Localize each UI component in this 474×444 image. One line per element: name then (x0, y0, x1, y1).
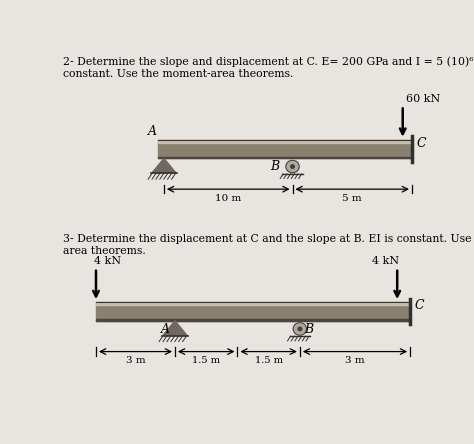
Text: 3 m: 3 m (345, 357, 365, 365)
Text: 2- Determine the slope and displacement at C. E= 200 GPa and I = 5 (10)⁶ mm⁴ is
: 2- Determine the slope and displacement … (63, 57, 474, 79)
Bar (158, 139, 412, 159)
Text: 10 m: 10 m (215, 194, 241, 203)
Text: B: B (304, 322, 313, 336)
Bar (158, 157, 412, 159)
Circle shape (291, 165, 294, 168)
Circle shape (286, 160, 299, 173)
Text: 1.5 m: 1.5 m (255, 357, 283, 365)
Text: 60 kN: 60 kN (406, 94, 441, 104)
Text: 4 kN: 4 kN (94, 256, 121, 266)
Text: A: A (147, 125, 156, 138)
Bar (96, 302, 410, 321)
Text: 3 m: 3 m (126, 357, 146, 365)
Text: 3- Determine the displacement at C and the slope at B. EI is constant. Use the m: 3- Determine the displacement at C and t… (63, 234, 474, 256)
Text: 4 kN: 4 kN (372, 256, 399, 266)
Bar (96, 302, 410, 305)
Polygon shape (163, 321, 187, 335)
Bar (96, 319, 410, 321)
Text: C: C (416, 136, 426, 150)
Text: C: C (414, 299, 424, 312)
Text: A: A (161, 322, 169, 336)
Text: 1.5 m: 1.5 m (192, 357, 220, 365)
Text: 5 m: 5 m (342, 194, 362, 203)
Bar (158, 139, 412, 143)
Circle shape (298, 327, 302, 331)
Text: B: B (271, 160, 280, 173)
Polygon shape (152, 159, 176, 173)
Circle shape (293, 323, 307, 335)
